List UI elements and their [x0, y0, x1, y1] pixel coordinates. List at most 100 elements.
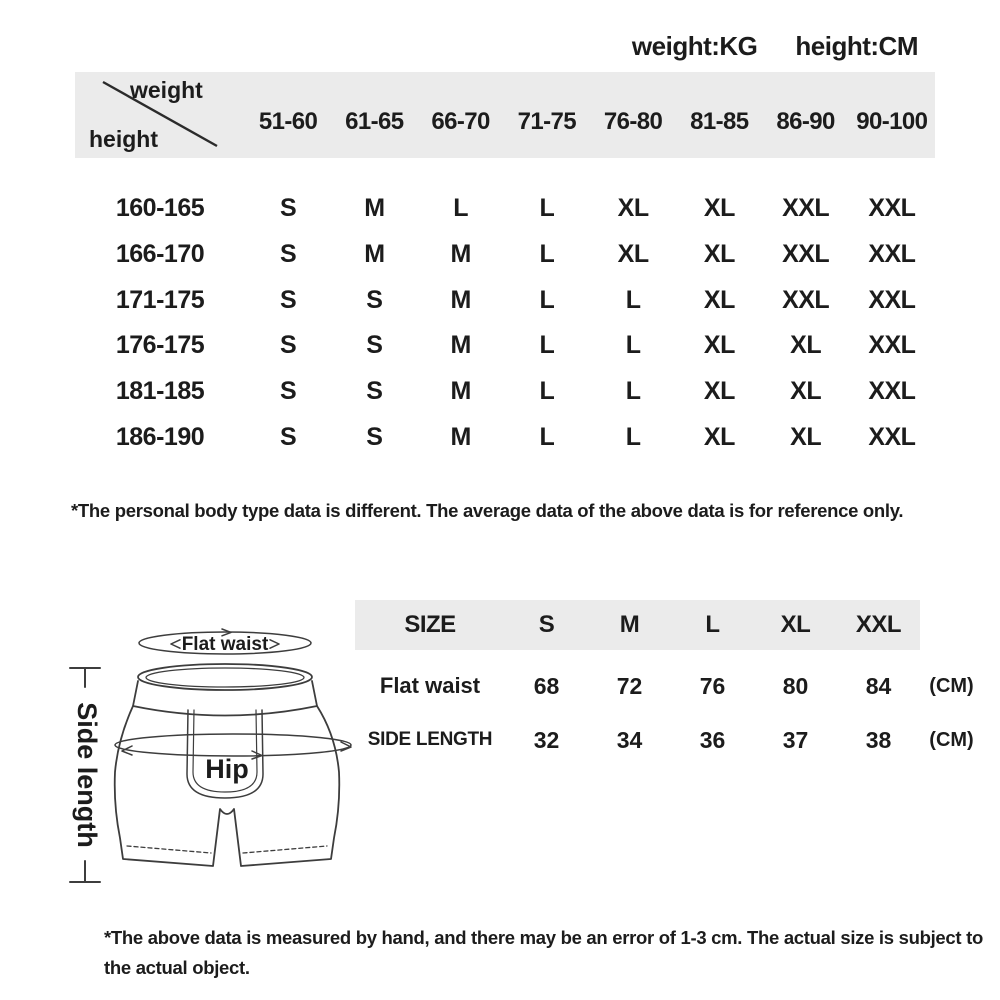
- size-cell: L: [625, 422, 641, 451]
- size-cell: L: [453, 194, 469, 223]
- size-cell: XL: [703, 377, 735, 406]
- measure-col-header: SIZE: [404, 611, 456, 638]
- height-row-label: 186-190: [115, 422, 205, 451]
- measure-value-cell: 34: [616, 726, 643, 753]
- size-cell: XL: [703, 285, 735, 314]
- height-row-label: 166-170: [115, 240, 205, 269]
- size-cell: M: [450, 285, 471, 314]
- size-cell: XXL: [868, 240, 916, 269]
- measure-value-cell: 68: [533, 672, 560, 699]
- unit-label: (CM): [929, 728, 974, 751]
- size-cell: XL: [617, 240, 649, 269]
- size-cell: XL: [790, 331, 822, 360]
- measure-value-cell: 76: [699, 672, 726, 699]
- size-cell: XXL: [782, 285, 830, 314]
- weight-column-header: 76-80: [603, 108, 663, 135]
- size-cell: S: [280, 194, 297, 223]
- measurement-note: *The above data is measured by hand, and…: [104, 923, 983, 982]
- size-cell: S: [280, 331, 297, 360]
- measurement-note-line2: the actual object.: [104, 956, 250, 978]
- arrow-left-icon: [121, 745, 133, 756]
- reference-note: *The personal body type data is differen…: [71, 500, 904, 521]
- size-cell: XXL: [868, 194, 916, 223]
- units-height-label: height:CM: [795, 31, 918, 61]
- size-cell: XL: [703, 194, 735, 223]
- height-row-label: 171-175: [115, 285, 205, 314]
- measure-value-cell: 38: [865, 726, 892, 753]
- corner-height-label: height: [89, 126, 158, 152]
- arrow-right-icon: [340, 741, 352, 752]
- size-cell: XXL: [782, 194, 830, 223]
- measure-col-header: L: [705, 611, 720, 638]
- arrow-left-icon: [170, 639, 181, 649]
- size-cell: XXL: [782, 240, 830, 269]
- hip-label: Hip: [205, 754, 249, 784]
- height-row-label: 176-175: [115, 331, 205, 360]
- measure-value-cell: 36: [699, 726, 726, 753]
- measure-col-header: S: [538, 611, 555, 638]
- size-cell: M: [450, 240, 471, 269]
- size-cell: XXL: [868, 377, 916, 406]
- corner-weight-label: weight: [130, 77, 203, 103]
- measure-row-label: Flat waist: [379, 673, 481, 698]
- arrow-right-icon: [221, 628, 232, 637]
- hem-stitch-left: [126, 845, 212, 854]
- size-cell: XL: [790, 377, 822, 406]
- size-cell: L: [625, 377, 641, 406]
- size-cell: XXL: [868, 331, 916, 360]
- measure-col-header: M: [619, 611, 640, 638]
- weight-column-header: 81-85: [690, 108, 749, 135]
- size-chart-header: weight height 51-60 61-65 66-70 71-75 76…: [75, 72, 935, 158]
- corner-cell: weight height: [75, 72, 245, 158]
- measure-table-rows: Flat waist 68 72 76 80 84 (CM) SIDE LENG…: [355, 663, 983, 763]
- flat-waist-ellipse: [138, 628, 312, 655]
- size-cell: L: [625, 331, 641, 360]
- unit-label: (CM): [929, 674, 974, 697]
- waistband-outline: [132, 663, 318, 717]
- size-cell: S: [280, 377, 297, 406]
- size-cell: M: [364, 240, 385, 269]
- size-cell: L: [539, 422, 555, 451]
- weight-column-header: 90-100: [856, 108, 928, 135]
- size-cell: XL: [617, 194, 649, 223]
- size-cell: S: [366, 285, 383, 314]
- weight-column-header: 86-90: [776, 108, 835, 135]
- size-cell: XL: [703, 422, 735, 451]
- shorts-diagram: Flat waist Hip Side length: [69, 628, 352, 883]
- size-cell: XXL: [868, 422, 916, 451]
- hem-stitch-right: [242, 845, 328, 854]
- hip-ellipse: [114, 733, 352, 760]
- size-cell: M: [450, 377, 471, 406]
- fly-seam: [186, 709, 264, 799]
- size-cell: XXL: [868, 285, 916, 314]
- measure-value-cell: 72: [616, 672, 643, 699]
- side-length-label: Side length: [72, 702, 102, 848]
- height-row-label: 160-165: [115, 194, 205, 223]
- size-cell: L: [539, 377, 555, 406]
- size-cell: S: [366, 422, 383, 451]
- measurement-note-line1: *The above data is measured by hand, and…: [104, 927, 983, 948]
- weight-column-header: 61-65: [345, 108, 404, 135]
- arrow-right-icon: [269, 639, 280, 649]
- measure-row-label: SIDE LENGTH: [367, 729, 493, 750]
- measure-value-cell: 84: [865, 672, 892, 699]
- measure-table-header: SIZE S M L XL XXL: [355, 600, 920, 650]
- measure-value-cell: 32: [533, 726, 560, 753]
- size-cell: M: [364, 194, 385, 223]
- measure-value-cell: 80: [782, 672, 809, 699]
- size-cell: S: [366, 331, 383, 360]
- measure-value-cell: 37: [782, 726, 809, 753]
- weight-column-header: 51-60: [258, 108, 318, 135]
- size-cell: S: [280, 240, 297, 269]
- measure-col-header: XL: [780, 611, 811, 638]
- weight-column-header: 66-70: [431, 108, 490, 135]
- size-cell: M: [450, 331, 471, 360]
- arrow-right-icon: [251, 750, 263, 760]
- size-cell: S: [366, 377, 383, 406]
- size-cell: L: [625, 285, 641, 314]
- flat-waist-label: Flat waist: [182, 634, 269, 655]
- size-cell: L: [539, 194, 555, 223]
- side-length-dimension: [69, 667, 101, 883]
- size-cell: M: [450, 422, 471, 451]
